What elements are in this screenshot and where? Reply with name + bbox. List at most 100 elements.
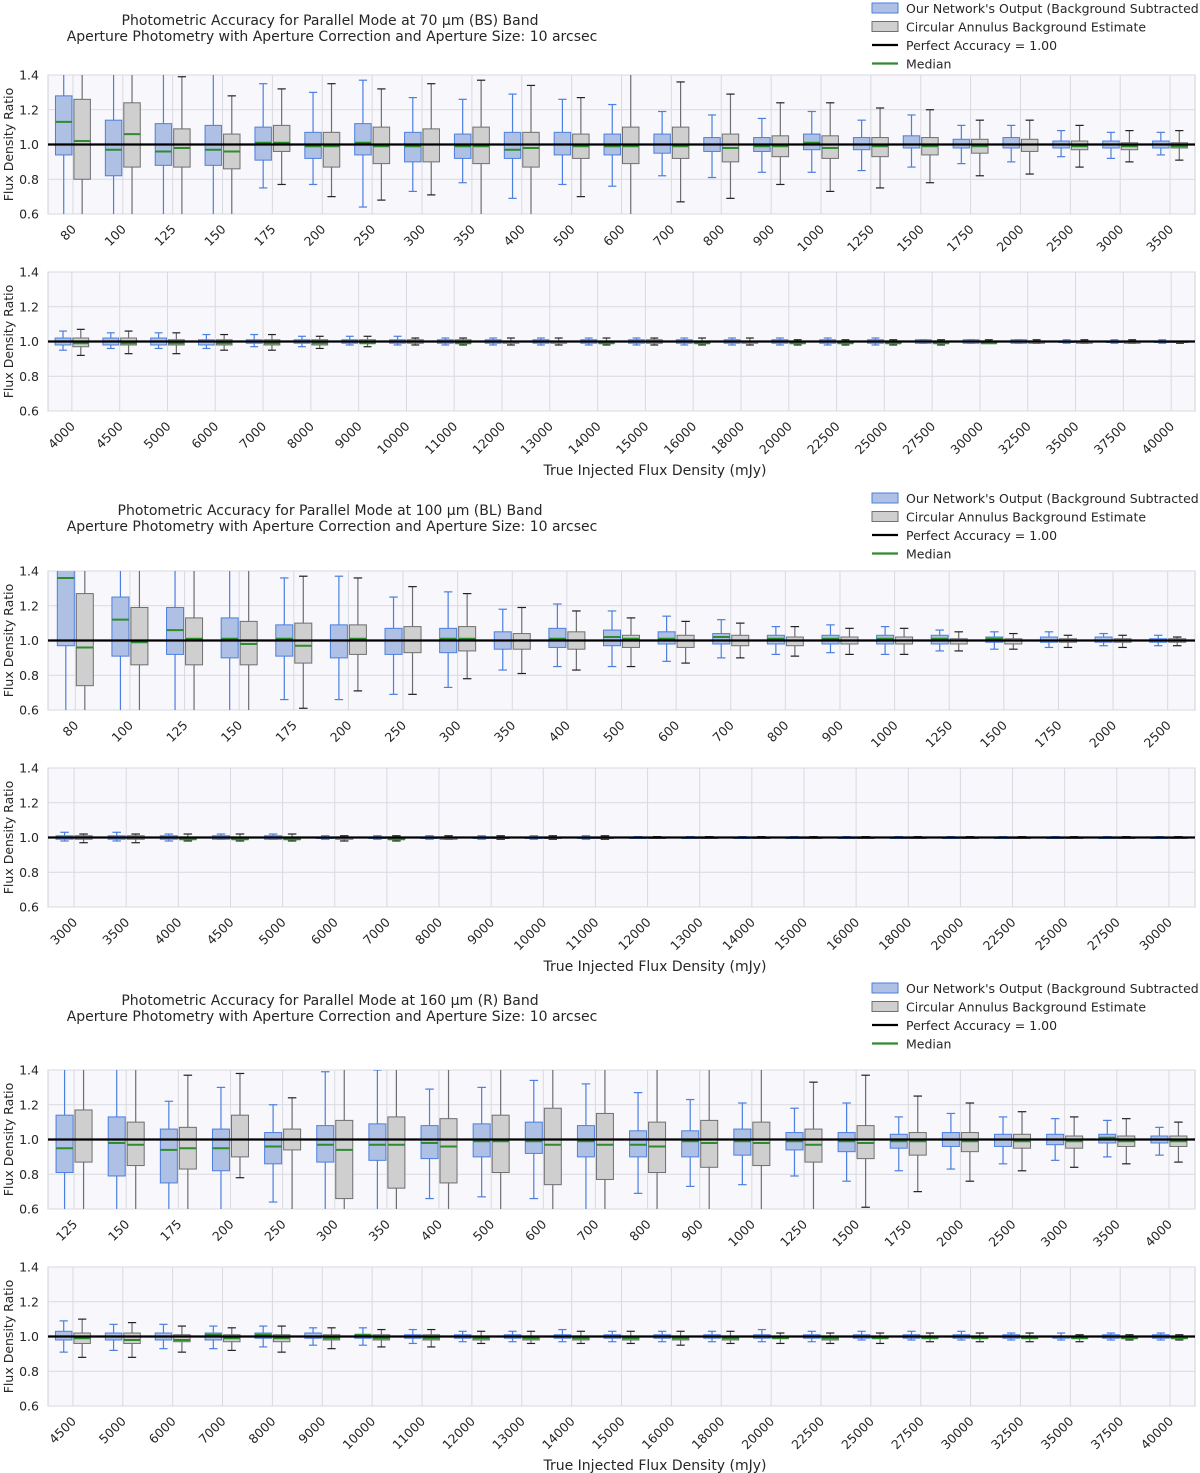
x-tick-label: 4000 — [151, 914, 184, 947]
annulus-box — [178, 1074, 197, 1209]
y-tick-label: 1.0 — [19, 137, 39, 152]
x-tick-label: 900 — [819, 717, 847, 745]
annulus-iqr-box — [322, 131, 341, 168]
x-axis-label: True Injected Flux Density (mJy) — [542, 1458, 766, 1473]
annulus-box — [971, 119, 989, 177]
network-iqr-box — [354, 123, 372, 156]
network-iqr-box — [111, 596, 130, 657]
x-tick-label: 14000 — [539, 1413, 578, 1452]
x-tick-label: 14000 — [565, 418, 604, 457]
x-tick-label: 175 — [251, 222, 278, 249]
x-tick-label: 4000 — [1142, 1216, 1175, 1249]
legend-label-annulus: Circular Annulus Background Estimate — [906, 20, 1146, 35]
annulus-iqr-box — [522, 131, 540, 168]
annulus-iqr-box — [294, 622, 313, 664]
annulus-iqr-box — [335, 1119, 354, 1200]
x-tick-label: 5000 — [256, 914, 289, 947]
annulus-box — [595, 1070, 614, 1209]
x-tick-label: 400 — [546, 717, 574, 745]
y-tick-label: 1.2 — [19, 299, 39, 314]
x-tick-label: 37500 — [1091, 418, 1130, 457]
network-box — [420, 1088, 439, 1200]
x-tick-label: 7000 — [236, 418, 269, 451]
x-tick-label: 1250 — [844, 221, 877, 254]
annulus-box — [771, 102, 790, 186]
chart-160um-svg: Photometric Accuracy for Parallel Mode a… — [1, 981, 1200, 1473]
legend-swatch-annulus — [871, 1001, 899, 1012]
legend-swatch-network — [871, 2, 899, 14]
x-tick-label: 27500 — [1084, 914, 1123, 953]
network-iqr-box — [159, 1128, 178, 1184]
x-tick-label: 250 — [351, 221, 379, 249]
annulus-iqr-box — [73, 98, 91, 180]
annulus-box — [130, 571, 149, 710]
x-tick-label: 35000 — [1038, 1413, 1077, 1452]
x-tick-label: 300 — [313, 1216, 341, 1244]
x-tick-label: 150 — [105, 1216, 133, 1244]
legend-swatch-annulus — [871, 511, 899, 522]
x-tick-label: 32500 — [995, 418, 1034, 457]
x-tick-label: 3000 — [1038, 1216, 1071, 1249]
y-tick-label: 0.8 — [19, 1364, 39, 1379]
annulus-box — [522, 84, 540, 214]
x-tick-label: 350 — [491, 717, 519, 745]
network-box — [681, 1098, 700, 1188]
y-tick-label: 0.6 — [19, 1202, 39, 1217]
legend-label-perfect: Perfect Accuracy = 1.00 — [906, 38, 1057, 53]
annulus-box — [752, 1070, 771, 1209]
y-axis-label: Flux Density Ratio — [1, 1083, 16, 1197]
x-tick-label: 4500 — [93, 418, 126, 451]
y-tick-label: 1.0 — [19, 1329, 39, 1344]
x-tick-label: 150 — [218, 717, 246, 745]
x-tick-label: 15000 — [613, 418, 652, 457]
x-tick-label: 125 — [151, 222, 178, 249]
y-tick-label: 1.2 — [19, 598, 39, 613]
x-tick-label: 1750 — [881, 1216, 914, 1249]
x-tick-label: 27500 — [900, 418, 939, 457]
x-tick-label: 900 — [750, 221, 778, 249]
x-tick-label: 5000 — [96, 1413, 129, 1446]
legend-label-median: Median — [906, 57, 951, 72]
x-tick-label: 9000 — [464, 914, 497, 947]
x-tick-label: 6000 — [146, 1413, 179, 1446]
annulus-box — [572, 96, 590, 198]
chart-70um-svg: Photometric Accuracy for Parallel Mode a… — [1, 1, 1200, 479]
network-box — [837, 1102, 856, 1182]
network-box — [712, 619, 731, 659]
x-tick-label: 6000 — [188, 418, 221, 451]
x-tick-label: 32500 — [988, 1413, 1027, 1452]
chart-title: Photometric Accuracy for Parallel Mode a… — [121, 993, 538, 1009]
x-tick-label: 1000 — [794, 221, 827, 254]
x-tick-label: 250 — [261, 1216, 289, 1244]
x-tick-label: 100 — [109, 717, 137, 745]
legend-label-network: Our Network's Output (Background Subtrac… — [906, 981, 1200, 996]
y-axis-label: Flux Density Ratio — [1, 88, 16, 202]
y-tick-label: 0.6 — [19, 900, 39, 915]
x-tick-label: 25000 — [838, 1413, 877, 1452]
x-tick-label: 1500 — [977, 717, 1010, 750]
y-tick-label: 1.4 — [19, 1260, 39, 1275]
legend: Our Network's Output (Background Subtrac… — [871, 491, 1200, 562]
network-box — [453, 98, 472, 184]
legend-label-network: Our Network's Output (Background Subtrac… — [906, 491, 1200, 506]
legend: Our Network's Output (Background Subtrac… — [871, 1, 1200, 72]
network-box — [56, 571, 75, 710]
x-tick-label: 9000 — [332, 418, 365, 451]
annulus-box — [173, 1325, 191, 1353]
network-box — [55, 1070, 74, 1209]
network-iqr-box — [56, 571, 75, 647]
x-tick-label: 600 — [600, 221, 628, 249]
panel-1: 0.6 0.8 1.0 1.2 1.4 80 100 125 150 175 200 250 300 35… — [1, 68, 1196, 255]
x-tick-label: 16000 — [661, 418, 700, 457]
x-tick-label: 175 — [272, 718, 299, 745]
network-box — [354, 79, 372, 208]
legend-label-annulus: Circular Annulus Background Estimate — [906, 1000, 1146, 1015]
panel-1: 0.6 0.8 1.0 1.2 1.4 80 100 125 150 175 200 250 300 35… — [1, 564, 1196, 751]
y-tick-label: 1.2 — [19, 1097, 39, 1112]
legend-label-median: Median — [906, 547, 951, 562]
figure-100um: Photometric Accuracy for Parallel Mode a… — [0, 490, 1200, 980]
network-box — [104, 75, 123, 214]
x-axis-label: True Injected Flux Density (mJy) — [542, 463, 766, 479]
chart-title: Photometric Accuracy for Parallel Mode a… — [122, 13, 539, 29]
x-axis-label: True Injected Flux Density (mJy) — [542, 959, 766, 975]
